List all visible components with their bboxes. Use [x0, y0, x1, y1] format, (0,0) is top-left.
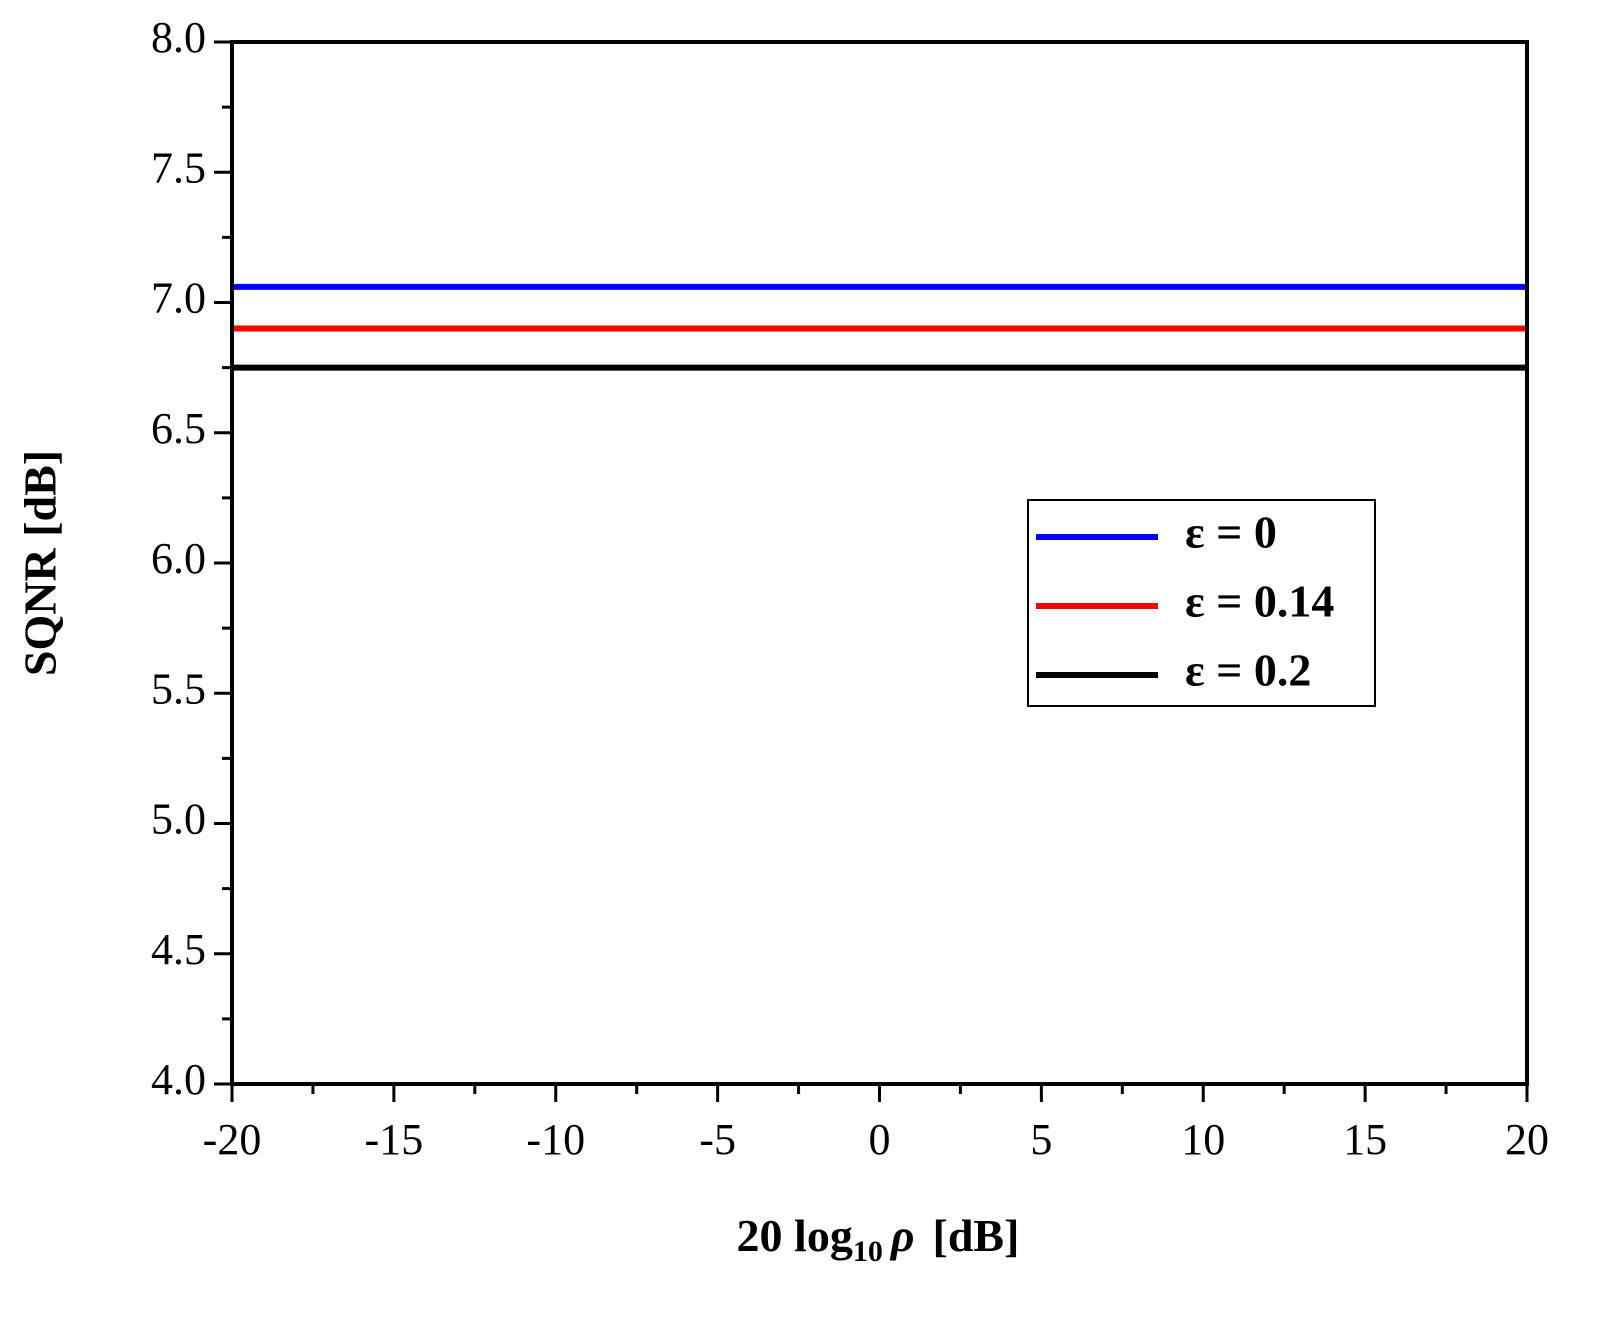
x-tick-label: 0: [869, 1115, 891, 1164]
legend-label: ε = 0.14: [1185, 576, 1334, 627]
x-tick-label: 20: [1505, 1115, 1549, 1164]
plot-frame: [230, 40, 1529, 1086]
y-tick-label: 4.5: [151, 925, 206, 974]
x-tick-label: -20: [203, 1115, 262, 1164]
y-tick-label: 4.0: [151, 1055, 206, 1104]
y-tick-label: 7.0: [151, 274, 206, 323]
x-tick-label: -5: [699, 1115, 736, 1164]
x-axis-label: 20 log10 ρ [dB]: [737, 1210, 1020, 1268]
y-tick-label: 5.0: [151, 795, 206, 844]
x-tick-label: 5: [1030, 1115, 1052, 1164]
x-tick-label: -10: [526, 1115, 585, 1164]
x-label-subscript: 10: [853, 1235, 883, 1268]
x-label-text: 20 log: [737, 1210, 853, 1261]
y-axis-label: SQNR [dB]: [15, 450, 66, 676]
x-tick-label: 15: [1343, 1115, 1387, 1164]
legend-label: ε = 0.2: [1185, 645, 1311, 696]
y-tick-label: 6.5: [151, 404, 206, 453]
y-tick-label: 6.0: [151, 534, 206, 583]
y-tick-label: 7.5: [151, 143, 206, 192]
x-label-symbol: ρ: [889, 1210, 915, 1261]
x-tick-label: 10: [1181, 1115, 1225, 1164]
x-tick-label: -15: [365, 1115, 424, 1164]
legend-label: ε = 0: [1185, 507, 1277, 558]
x-label-unit: [dB]: [933, 1210, 1020, 1261]
y-tick-label: 5.5: [151, 664, 206, 713]
y-tick-label: 8.0: [151, 13, 206, 62]
